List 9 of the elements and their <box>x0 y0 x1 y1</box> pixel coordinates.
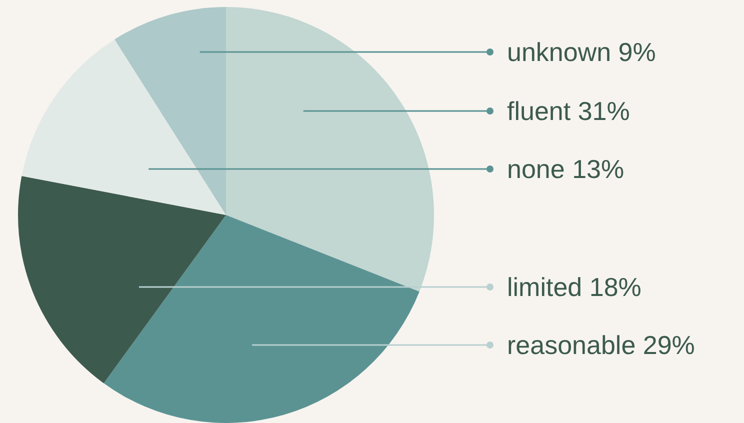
pie-slice <box>22 39 226 215</box>
pie-slice <box>104 215 420 423</box>
slice-label: reasonable 29% <box>507 330 695 360</box>
slice-label: unknown 9% <box>507 37 656 67</box>
pie-slice <box>18 176 226 384</box>
slice-label: limited 18% <box>507 272 642 302</box>
pie-slice <box>114 7 226 215</box>
slice-label: fluent 31% <box>507 96 630 126</box>
slice-label: none 13% <box>507 154 624 184</box>
